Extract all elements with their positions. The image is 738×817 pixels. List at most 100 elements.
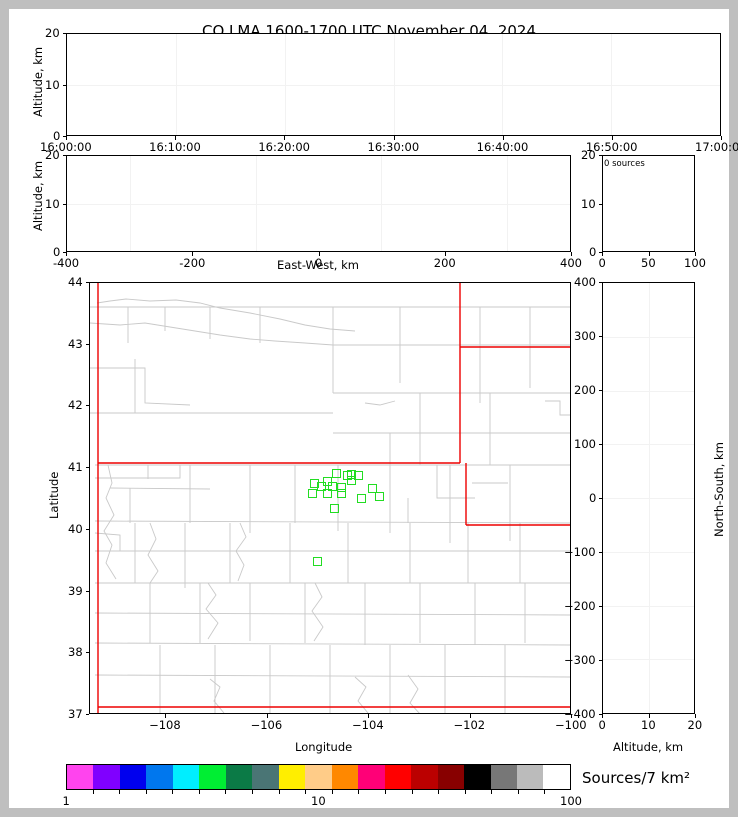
- latitude-axis-tick: [85, 714, 89, 715]
- colorbar-tick: [438, 790, 440, 794]
- colorbar-segment: [199, 765, 226, 789]
- colorbar-tick: [358, 790, 360, 794]
- colorbar-segment: [67, 765, 94, 789]
- northsouth-axis-tick: [598, 336, 602, 337]
- altitude-axis-1-label: 10: [45, 77, 60, 92]
- longitude-axis-tick: [266, 714, 268, 718]
- colorbar-tick-label: 1: [62, 794, 70, 808]
- hist-y-axis-tick: [598, 155, 602, 156]
- panel-altitude-histogram[interactable]: [602, 155, 695, 252]
- lma-source-marker: [312, 556, 322, 566]
- colorbar-segment: [305, 765, 332, 789]
- eastwest-axis-tick: [444, 252, 446, 256]
- eastwest-axis-tick: [318, 252, 320, 256]
- latitude-axis-label: 41: [68, 460, 83, 475]
- colorbar-segment: [490, 765, 517, 789]
- northsouth-axis-tick: [598, 606, 602, 607]
- lma-source-marker: [309, 479, 319, 489]
- latitude-axis-tick: [85, 467, 89, 469]
- colorbar-segment: [516, 765, 544, 789]
- northsouth-axis-label: −200: [564, 599, 596, 613]
- northsouth-axis-tick: [598, 714, 602, 715]
- colorbar[interactable]: [66, 764, 571, 790]
- time-axis-tick: [66, 136, 67, 140]
- northsouth-axis-tick: [598, 660, 602, 661]
- colorbar-segment: [252, 765, 279, 789]
- lma-source-marker: [374, 492, 384, 502]
- colorbar-tick: [119, 790, 121, 794]
- latitude-axis-label: 40: [68, 521, 83, 536]
- latitude-axis-label: 42: [68, 398, 83, 413]
- altitude-axis-2-label: 20: [45, 148, 60, 162]
- colorbar-tick: [544, 790, 546, 794]
- northsouth-axis-label: −400: [564, 707, 596, 721]
- time-axis-label: 16:00:00: [40, 140, 92, 154]
- colorbar-tick: [305, 790, 307, 794]
- longitude-axis-tick: [571, 714, 572, 718]
- altitude-x-axis-label: 20: [687, 718, 703, 732]
- colorbar-tick: [252, 790, 254, 794]
- longitude-axis-label: −104: [352, 718, 384, 732]
- altitude-axis-2-tick: [62, 155, 66, 156]
- time-axis-tick: [611, 136, 613, 140]
- longitude-axis-label: −102: [453, 718, 486, 732]
- colorbar-segment: [464, 765, 491, 789]
- axis-label-altitude-x: Altitude, km: [613, 740, 684, 754]
- time-axis-tick: [393, 136, 395, 140]
- latitude-axis-tick: [85, 652, 89, 654]
- gridline-horizontal: [67, 203, 570, 205]
- longitude-axis-tick: [469, 714, 471, 718]
- colorbar-tick: [384, 790, 386, 794]
- eastwest-axis-label: 200: [433, 256, 456, 270]
- hist-y-axis-tick: [598, 203, 602, 205]
- time-axis-tick: [502, 136, 504, 140]
- eastwest-axis-label: 400: [560, 256, 582, 270]
- axis-label-east-west: East-West, km: [277, 258, 359, 272]
- longitude-axis-tick: [165, 714, 167, 718]
- colorbar-segment: [384, 765, 412, 789]
- lma-source-marker: [322, 488, 332, 498]
- time-axis-tick: [175, 136, 177, 140]
- lma-source-marker: [354, 471, 364, 481]
- altitude-axis-1-label: 0: [53, 129, 61, 143]
- axis-label-altitude-1: Altitude, km: [31, 46, 45, 117]
- panel-plan-view-map[interactable]: [89, 282, 571, 714]
- lma-source-marker: [337, 483, 347, 493]
- longitude-axis-tick: [368, 714, 370, 718]
- altitude-x-axis-tick: [648, 714, 650, 718]
- northsouth-axis-tick: [598, 282, 602, 283]
- panel-time-height[interactable]: [66, 33, 721, 136]
- eastwest-axis-label: 0: [315, 256, 323, 270]
- hist-y-axis-tick: [598, 252, 602, 253]
- latitude-axis-label: 38: [68, 645, 83, 660]
- hist-y-axis-label: 10: [581, 196, 596, 211]
- colorbar-tick: [225, 790, 227, 794]
- colorbar-segment: [119, 765, 147, 789]
- altitude-x-axis-label: 10: [641, 718, 656, 732]
- time-axis-tick: [721, 136, 722, 140]
- lma-source-marker: [337, 488, 347, 498]
- northsouth-axis-label: 400: [574, 275, 596, 289]
- colorbar-segment: [146, 765, 173, 789]
- altitude-axis-1-tick: [62, 84, 66, 86]
- altitude-axis-1-label: 20: [45, 26, 60, 40]
- hist-x-axis-label: 0: [598, 256, 606, 270]
- panel-altitude-northsouth[interactable]: [602, 282, 695, 714]
- altitude-x-axis-tick: [695, 714, 696, 718]
- colorbar-segment: [543, 765, 570, 789]
- colorbar-tick: [198, 790, 200, 794]
- lma-source-marker: [316, 481, 326, 491]
- colorbar-tick-label: 10: [311, 794, 326, 808]
- colorbar-segment: [411, 765, 438, 789]
- eastwest-axis-label: -200: [179, 256, 206, 270]
- altitude-axis-1-tick: [62, 33, 66, 34]
- colorbar-segment: [93, 765, 120, 789]
- gridline-horizontal: [67, 84, 720, 86]
- altitude-axis-1-tick: [62, 136, 66, 137]
- altitude-axis-2-label: 0: [53, 245, 61, 259]
- panel-eastwest-height[interactable]: [66, 155, 571, 252]
- latitude-axis-label: 39: [68, 583, 83, 598]
- axis-label-latitude: Latitude: [47, 471, 61, 519]
- northsouth-axis-label: 300: [574, 329, 596, 343]
- northsouth-axis-tick: [598, 552, 602, 553]
